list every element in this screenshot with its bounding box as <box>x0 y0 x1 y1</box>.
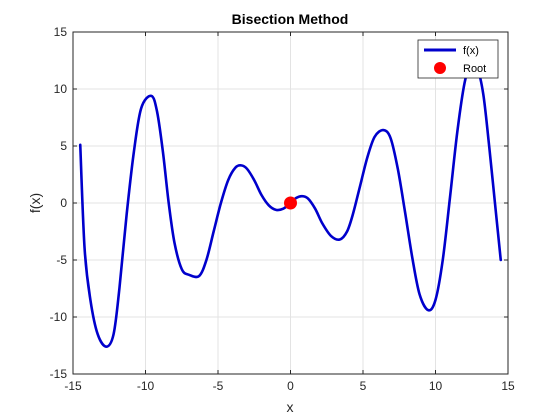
y-tick-label: -10 <box>50 310 68 324</box>
y-tick-label: 10 <box>54 82 68 96</box>
legend-box <box>417 39 499 79</box>
legend-label-root: Root <box>463 63 486 75</box>
y-tick-label: 15 <box>54 25 68 39</box>
x-tick-label: -5 <box>213 379 224 393</box>
x-tick-label: 5 <box>360 379 367 393</box>
y-tick-label: 0 <box>60 196 67 210</box>
y-axis-label: f(x) <box>27 193 43 213</box>
ticks: -15 -10 -5 0 5 10 15 -15 -10 -5 0 5 10 15 <box>50 25 515 393</box>
legend-marker-swatch <box>434 62 446 74</box>
root-marker <box>284 196 297 210</box>
x-tick-label: 15 <box>501 379 515 393</box>
x-tick-label: -15 <box>64 379 82 393</box>
y-tick-label: 5 <box>60 139 67 153</box>
x-tick-label: -10 <box>137 379 155 393</box>
legend-label-fx: f(x) <box>463 45 479 57</box>
y-tick-label: -5 <box>56 253 67 267</box>
y-tick-label: -15 <box>50 367 68 381</box>
legend: f(x) Root <box>417 39 499 79</box>
x-tick-label: 0 <box>287 379 294 393</box>
x-tick-label: 10 <box>429 379 443 393</box>
x-axis-label: x <box>287 399 294 415</box>
chart-title: Bisection Method <box>232 11 349 27</box>
series-layer <box>78 63 503 348</box>
